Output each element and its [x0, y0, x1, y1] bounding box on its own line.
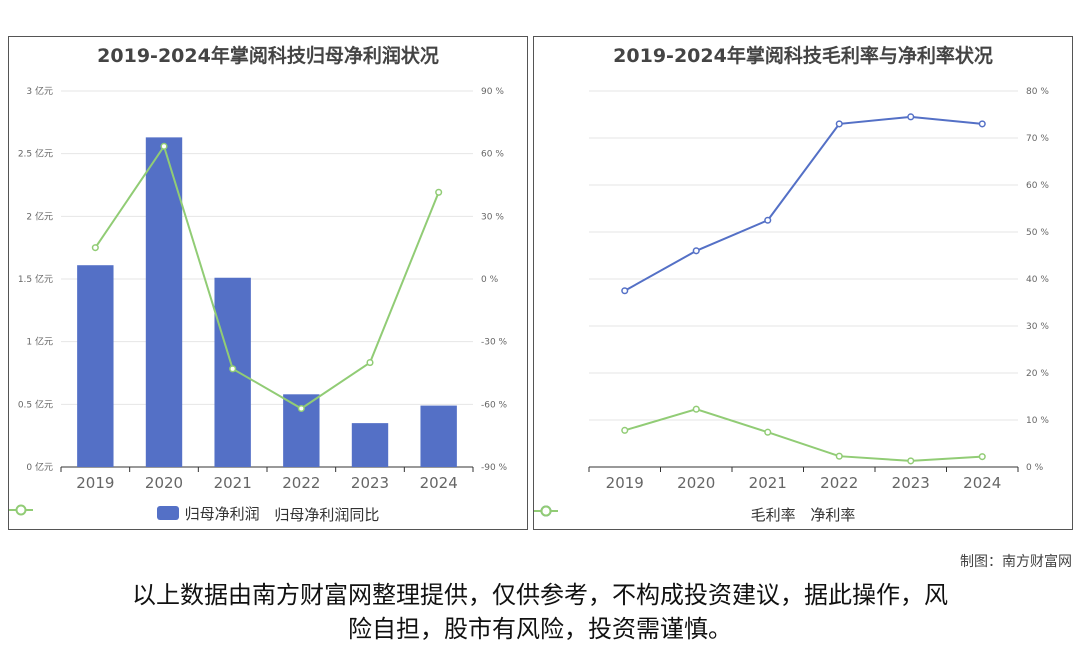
x-tick-label: 2022 — [820, 474, 858, 492]
data-point — [621, 287, 629, 295]
x-tick-label: 2022 — [282, 474, 320, 492]
data-point — [229, 365, 237, 373]
data-point — [297, 404, 305, 413]
legend-label: 归母净利润 — [184, 504, 260, 523]
chart-panel-margins: 2019-2024年掌阅科技毛利率与净利率状况 0 % 10 % 20 % 30 % 4… — [533, 36, 1073, 530]
data-point — [621, 426, 629, 434]
data-point — [692, 247, 700, 255]
legend-bar-swatch — [156, 506, 179, 520]
y-right-tick-label: 10 % — [1026, 416, 1049, 426]
series-line — [94, 144, 440, 410]
data-point — [907, 113, 915, 121]
x-tick-label: 2020 — [677, 474, 715, 492]
data-point — [435, 188, 443, 196]
legend-item-line[interactable]: 归母净利润同比 — [9, 504, 380, 525]
net-profit-chart: 0 亿元 0.5 亿元 1 亿元 1.5 亿元 2 亿元 2.5 亿元 3 亿元 -90 % -… — [18, 85, 508, 492]
legend-label: 毛利率 — [750, 506, 796, 524]
data-point — [978, 453, 986, 461]
y-left-tick-label: 1 亿元 — [26, 336, 53, 348]
y-left-tick-label: 1.5 亿元 — [18, 273, 53, 285]
bar — [214, 277, 251, 467]
y-right-tick-label: 60 % — [1026, 181, 1049, 191]
y-right-tick-label: 70 % — [1026, 134, 1049, 144]
y-right-tick-label: 30 % — [1026, 322, 1049, 332]
x-tick-label: 2024 — [420, 474, 458, 492]
y-left-tick-label: 0 亿元 — [26, 461, 53, 473]
y-right-tick-label: 20 % — [1026, 369, 1049, 379]
chart-legend: 归母净利润 归母净利润同比 — [9, 503, 527, 526]
disclaimer-line: 以上数据由南方财富网整理提供，仅供参考，不构成投资建议，据此操作，风 — [132, 581, 948, 609]
x-tick-label: 2019 — [76, 474, 114, 492]
series-line — [624, 408, 983, 462]
y-right-tick-label: 90 % — [481, 87, 504, 97]
data-point — [692, 405, 700, 413]
y-right-tick-label: -60 % — [481, 400, 508, 410]
x-tick-label: 2023 — [892, 474, 930, 492]
bar — [420, 405, 457, 467]
series-line — [624, 115, 983, 292]
data-point — [160, 142, 168, 150]
y-right-tick-label: -30 % — [481, 338, 508, 348]
credit-text: 制图：南方财富网 — [960, 554, 1072, 570]
y-right-tick-label: 50 % — [1026, 228, 1049, 238]
data-point — [835, 452, 843, 460]
chart-legend: 毛利率 净利率 — [534, 504, 1072, 525]
y-left-tick-label: 3 亿元 — [26, 85, 53, 97]
y-right-tick-label: 30 % — [481, 212, 504, 222]
disclaimer-line: 险自担，股市有风险，投资需谨慎。 — [348, 615, 732, 643]
data-point — [764, 216, 772, 224]
legend-item-bar[interactable]: 归母净利润 — [156, 503, 260, 524]
bar — [145, 137, 183, 467]
x-tick-label: 2021 — [749, 474, 787, 492]
y-right-tick-label: 80 % — [1026, 87, 1049, 97]
legend-item-gross[interactable]: 毛利率 — [534, 504, 796, 525]
y-left-tick-label: 0.5 亿元 — [18, 398, 53, 410]
legend-label: 净利率 — [810, 506, 856, 524]
x-tick-label: 2019 — [606, 474, 644, 492]
data-point — [907, 457, 915, 465]
data-point — [978, 120, 986, 128]
data-point — [835, 120, 843, 128]
legend-line-swatch — [534, 505, 558, 517]
chart-title: 2019-2024年掌阅科技归母净利润状况 — [97, 45, 439, 67]
data-point — [764, 428, 772, 436]
y-left-tick-label: 2 亿元 — [26, 210, 53, 222]
margin-chart: 0 % 10 % 20 % 30 % 40 % 50 % 60 % 70 % 80 % 2019 2… — [588, 87, 1049, 492]
chart-panel-net-profit: 2019-2024年掌阅科技归母净利润状况 0 亿元 0.5 亿元 1 亿元 1.5 … — [8, 36, 528, 530]
bar — [351, 423, 389, 467]
disclaimer: 以上数据由南方财富网整理提供，仅供参考，不构成投资建议，据此操作，风 险自担，股… — [0, 578, 1080, 646]
y-right-tick-label: -90 % — [481, 463, 508, 473]
legend-item-net[interactable]: 净利率 — [534, 504, 856, 525]
x-tick-label: 2023 — [351, 474, 389, 492]
y-right-tick-label: 0 % — [1026, 463, 1044, 473]
y-left-tick-label: 2.5 亿元 — [18, 148, 53, 160]
legend-line-swatch — [9, 504, 33, 515]
bar — [77, 265, 114, 467]
x-tick-label: 2024 — [963, 474, 1001, 492]
y-right-tick-label: 40 % — [1026, 275, 1049, 285]
y-right-tick-label: 60 % — [481, 150, 504, 160]
y-right-tick-label: 0 % — [481, 275, 499, 285]
data-point — [91, 244, 99, 252]
x-tick-label: 2021 — [214, 474, 252, 492]
chart-title: 2019-2024年掌阅科技毛利率与净利率状况 — [613, 45, 993, 67]
x-tick-label: 2020 — [145, 474, 183, 492]
data-point — [366, 359, 374, 367]
legend-label: 归母净利润同比 — [274, 506, 380, 524]
